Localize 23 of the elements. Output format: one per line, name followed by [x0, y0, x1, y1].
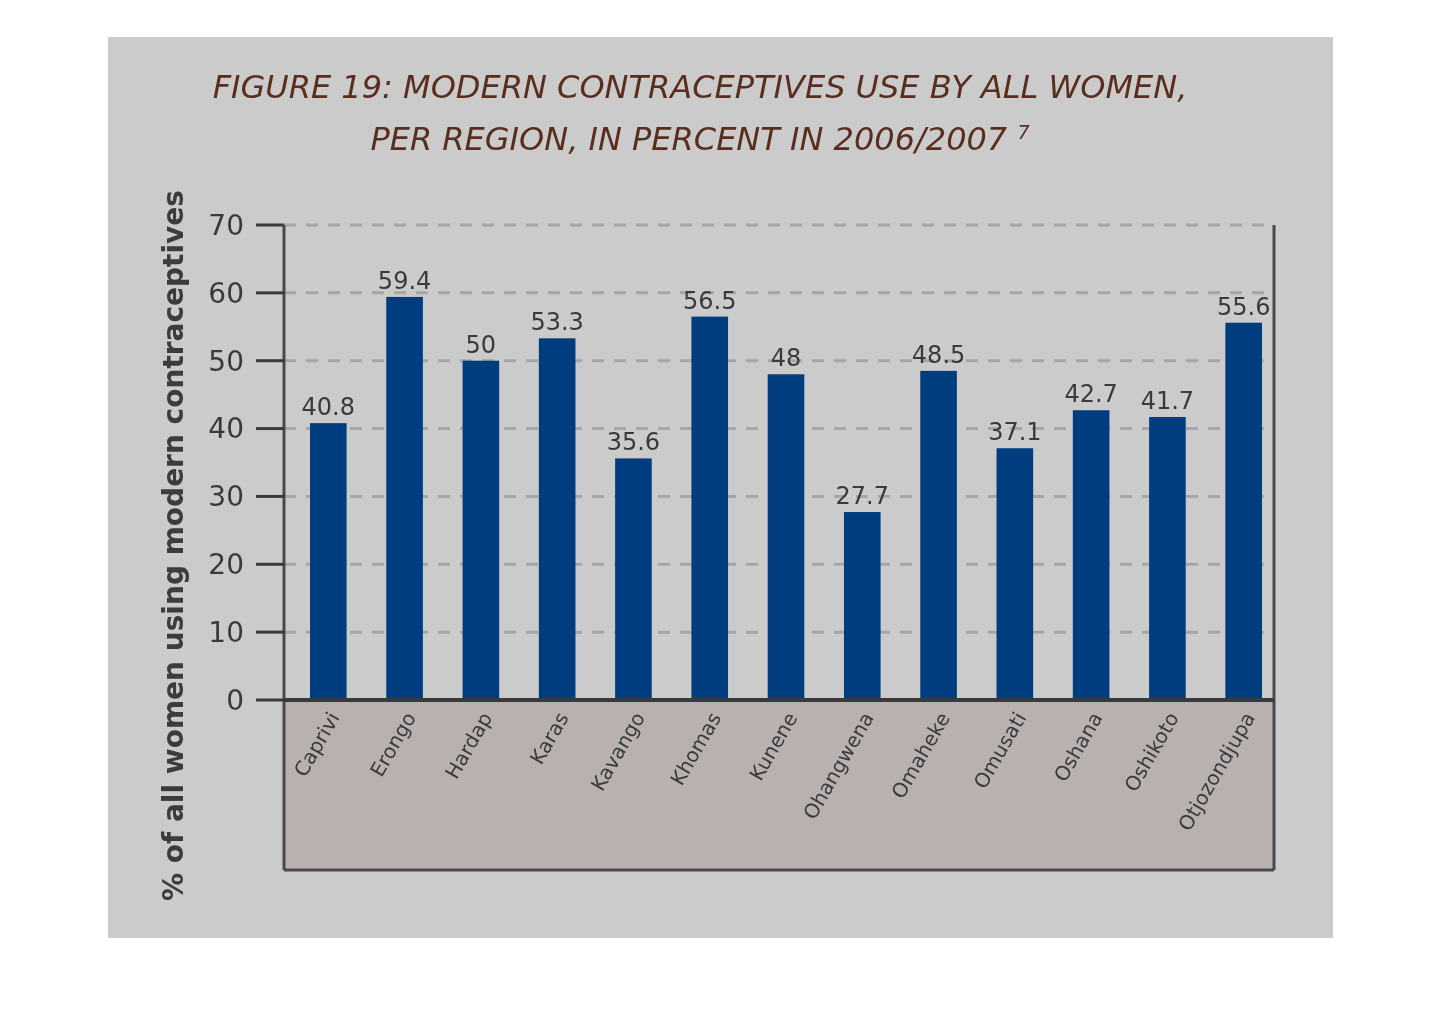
y-tick-label: 20	[208, 548, 244, 582]
data-label: 40.8	[301, 393, 356, 422]
y-tick-label: 40	[208, 412, 244, 446]
chart-title: FIGURE 19: MODERN CONTRACEPTIVES USE BY ALL WOMEN, PER REGION, IN PERCENT IN 2006/2007 $^{7}$	[212, 68, 1188, 158]
y-axis-title: % of all women using modern contraceptives	[157, 190, 190, 901]
data-label: 48.5	[911, 340, 966, 369]
data-label: 48	[770, 344, 802, 373]
data-label: 56.5	[683, 286, 737, 315]
data-label: 50	[465, 330, 497, 359]
y-tick-label: 0	[226, 683, 244, 717]
y-tick-label: 30	[208, 480, 244, 514]
y-tick-label: 50	[208, 344, 244, 378]
data-label: 59.4	[377, 266, 432, 295]
y-tick-label: 10	[208, 615, 244, 649]
data-label: 41.7	[1140, 387, 1195, 416]
data-label: 53.3	[530, 308, 584, 337]
data-label: 27.7	[835, 482, 889, 511]
y-tick-label: 60	[208, 276, 244, 310]
data-label: 55.6	[1216, 292, 1271, 321]
data-label: 42.7	[1064, 380, 1118, 409]
data-label: 35.6	[606, 428, 661, 457]
y-tick-label: 70	[208, 208, 244, 242]
data-label: 37.1	[988, 418, 1042, 447]
